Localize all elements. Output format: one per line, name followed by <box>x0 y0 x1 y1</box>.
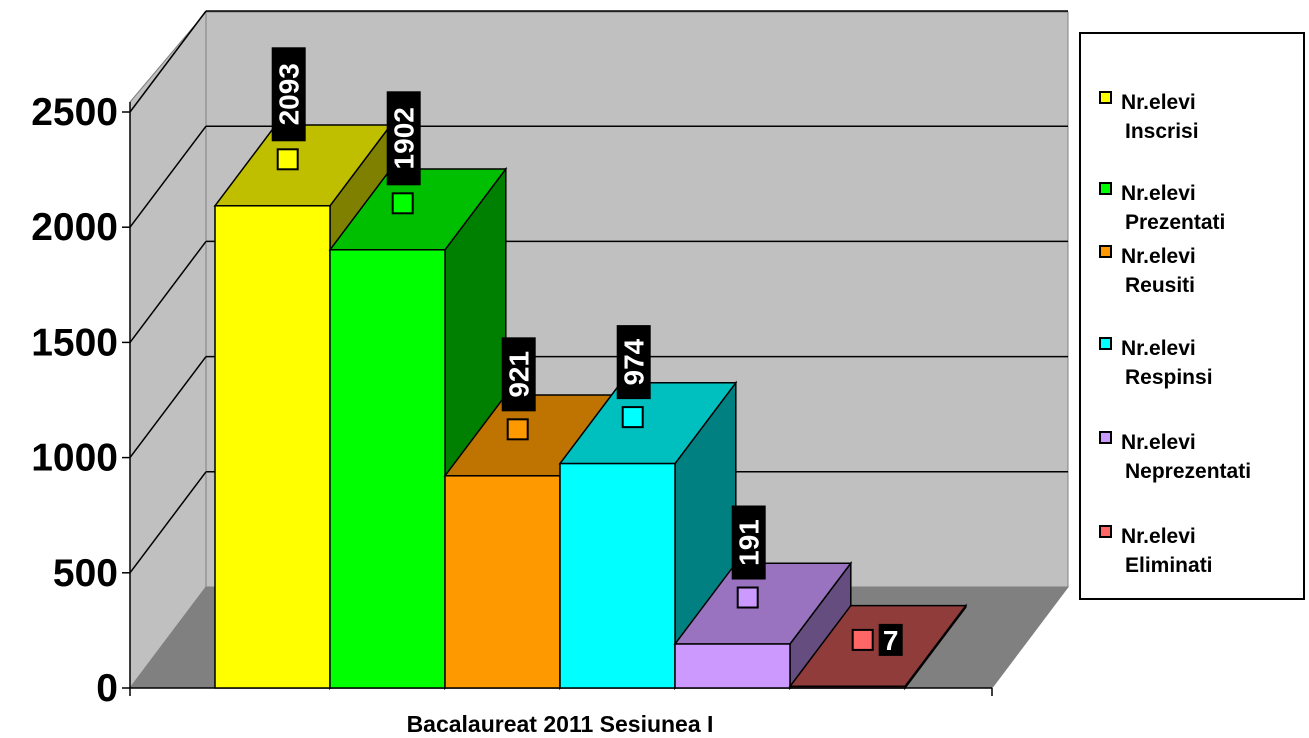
legend-swatch <box>1099 337 1112 350</box>
legend-label-line2: Neprezentati <box>1125 460 1252 483</box>
legend-label-line1: Nr.elevi <box>1121 91 1196 114</box>
y-tick-label: 500 <box>53 552 118 595</box>
y-tick-label: 2500 <box>31 91 118 134</box>
data-label: 2093 <box>274 63 305 125</box>
legend-label: Nr.elevi Inscrisi <box>1121 88 1305 146</box>
bar-front <box>559 462 676 689</box>
legend-label-line1: Nr.elevi <box>1121 337 1196 360</box>
data-label-marker <box>506 418 529 441</box>
legend-label: Nr.elevi Neprezentati <box>1121 428 1305 486</box>
bar-front <box>789 685 906 689</box>
bar-nr-elevi-eliminati <box>788 603 968 691</box>
gridline-side <box>129 240 207 343</box>
side-wall <box>129 10 207 690</box>
data-label-marker <box>391 192 414 215</box>
y-tick-label: 2000 <box>31 206 118 249</box>
data-label-marker <box>736 586 759 609</box>
x-axis-label: Bacalaureat 2011 Sesiunea I <box>407 711 714 737</box>
legend-label-line2: Eliminati <box>1125 554 1213 577</box>
legend-label-line1: Nr.elevi <box>1121 431 1196 454</box>
gridline-side <box>129 356 207 459</box>
y-tick-label: 1000 <box>31 437 118 480</box>
data-label-marker <box>276 148 299 171</box>
data-label: 191 <box>734 519 765 566</box>
y-tick-label: 1500 <box>31 321 118 364</box>
data-labels: 2093 1902 921 974 191 7 <box>271 47 903 656</box>
legend-label-line2: Respinsi <box>1125 366 1213 389</box>
data-label-box <box>616 325 651 400</box>
data-label-marker <box>621 406 644 429</box>
bars <box>213 122 968 691</box>
legend-label-line1: Nr.elevi <box>1121 245 1196 268</box>
legend: Nr.elevi Inscrisi Nr.elevi Prezentati Nr… <box>1079 32 1305 600</box>
legend-swatch <box>1099 525 1112 538</box>
bar-front <box>674 643 791 689</box>
legend-label-line2: Reusiti <box>1125 274 1196 297</box>
data-label: 921 <box>504 351 535 398</box>
legend-label-line1: Nr.elevi <box>1121 525 1196 548</box>
data-label: 974 <box>619 338 650 385</box>
gridline-side <box>129 125 207 228</box>
data-label-box <box>501 337 536 412</box>
legend-label: Nr.elevi Reusiti <box>1121 242 1305 300</box>
legend-label: Nr.elevi Prezentati <box>1121 179 1305 237</box>
data-label-box <box>386 91 421 186</box>
bar-nr-elevi-prezentati <box>328 166 508 691</box>
bar-front <box>214 205 331 689</box>
legend-label: Nr.elevi Respinsi <box>1121 334 1305 392</box>
data-label-box <box>731 505 766 580</box>
legend-label: Nr.elevi Eliminati <box>1121 522 1305 580</box>
data-label-box <box>878 623 903 656</box>
data-label: 1902 <box>389 107 420 169</box>
bar-front <box>329 249 446 689</box>
legend-swatch <box>1099 245 1112 258</box>
data-label: 7 <box>883 625 899 656</box>
legend-swatch <box>1099 431 1112 444</box>
gridline-side <box>129 471 207 574</box>
gridline-side <box>129 10 207 113</box>
legend-label-line1: Nr.elevi <box>1121 182 1196 205</box>
data-label-box <box>271 47 306 142</box>
legend-swatch <box>1099 91 1112 104</box>
legend-swatch <box>1099 182 1112 195</box>
data-label-marker <box>851 628 874 651</box>
bar-front <box>444 475 561 689</box>
axes: 0 500 1000 1500 2000 2500 <box>31 91 993 710</box>
legend-label-line2: Prezentati <box>1125 211 1226 234</box>
y-tick-label: 0 <box>96 667 118 710</box>
bar-nr-elevi-neprezentati <box>673 560 853 691</box>
legend-label-line2: Inscrisi <box>1125 120 1199 143</box>
